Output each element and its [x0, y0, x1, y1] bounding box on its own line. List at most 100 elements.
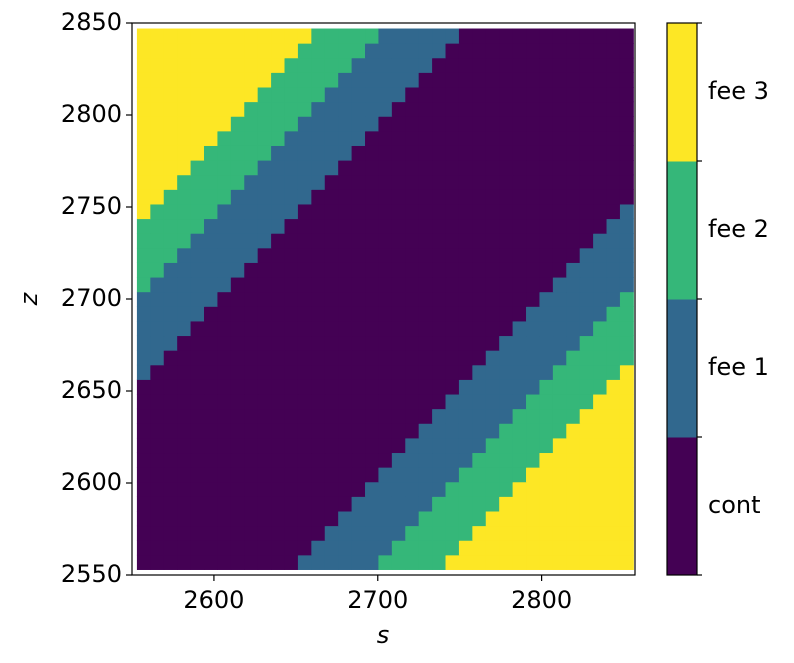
- heatmap-cell: [271, 364, 286, 380]
- heatmap-cell: [539, 130, 554, 146]
- heatmap-cell: [284, 43, 299, 59]
- heatmap-cell: [432, 540, 447, 556]
- heatmap-cell: [526, 554, 540, 570]
- heatmap-cell: [458, 145, 473, 161]
- heatmap-cell: [190, 43, 205, 59]
- heatmap-cell: [365, 335, 379, 351]
- heatmap-cell: [472, 525, 487, 541]
- heatmap-cell: [204, 160, 218, 176]
- heatmap-cell: [351, 277, 366, 293]
- heatmap-cell: [619, 423, 634, 439]
- heatmap-cell: [338, 116, 353, 132]
- heatmap-cell: [378, 394, 393, 410]
- heatmap-cell: [338, 423, 353, 439]
- heatmap-cell: [257, 43, 272, 59]
- heatmap-cell: [566, 43, 581, 59]
- heatmap-cell: [150, 437, 165, 454]
- heatmap-cell: [338, 57, 353, 73]
- heatmap-cell: [418, 306, 433, 322]
- heatmap-cell: [150, 101, 165, 117]
- heatmap-cell: [472, 277, 487, 293]
- heatmap-cell: [405, 467, 420, 483]
- heatmap-cell: [351, 189, 366, 205]
- heatmap-cell: [552, 496, 567, 512]
- heatmap-cell: [271, 218, 286, 234]
- heatmap-cell: [593, 423, 608, 439]
- heatmap-cell: [539, 291, 554, 307]
- heatmap-cell: [177, 364, 192, 380]
- heatmap-cell: [539, 320, 554, 337]
- heatmap-cell: [297, 262, 312, 278]
- colorbar-label: cont: [708, 491, 761, 519]
- heatmap-cell: [136, 145, 151, 161]
- heatmap-cell: [230, 43, 245, 59]
- heatmap-cell: [405, 277, 420, 293]
- heatmap-cell: [163, 496, 178, 512]
- heatmap-cell: [163, 554, 178, 570]
- heatmap-cell: [230, 101, 245, 117]
- heatmap-cell: [445, 335, 460, 351]
- heatmap-cell: [271, 496, 286, 512]
- heatmap-cell: [606, 335, 621, 351]
- heatmap-cell: [217, 291, 232, 307]
- heatmap-cell: [552, 335, 567, 351]
- heatmap-cell: [418, 233, 433, 249]
- heatmap-cell: [593, 233, 608, 249]
- heatmap-cell: [579, 437, 594, 454]
- heatmap-cell: [606, 218, 621, 234]
- heatmap-cell: [579, 481, 594, 497]
- heatmap-cell: [244, 437, 259, 454]
- heatmap-cell: [163, 423, 178, 439]
- heatmap-cell: [432, 43, 447, 59]
- heatmap-cell: [244, 72, 259, 88]
- heatmap-cell: [177, 540, 192, 556]
- heatmap-cell: [445, 130, 460, 146]
- heatmap-cell: [150, 394, 165, 410]
- heatmap-cell: [150, 218, 165, 234]
- heatmap-cell: [445, 174, 460, 190]
- heatmap-cell: [619, 320, 634, 337]
- heatmap-cell: [163, 218, 178, 234]
- heatmap-cell: [566, 379, 581, 395]
- heatmap-cell: [552, 203, 567, 220]
- heatmap-cell: [297, 28, 312, 44]
- heatmap-cell: [405, 350, 420, 366]
- heatmap-cell: [351, 408, 366, 424]
- heatmap-cell: [324, 72, 339, 88]
- heatmap-cell: [271, 116, 286, 132]
- heatmap-cell: [297, 481, 312, 497]
- heatmap-cell: [539, 423, 554, 439]
- heatmap-cell: [324, 160, 339, 176]
- heatmap-cell: [271, 57, 286, 73]
- heatmap-cell: [485, 203, 500, 220]
- heatmap-cell: [391, 437, 406, 454]
- heatmap-cell: [351, 72, 366, 88]
- heatmap-cell: [566, 320, 581, 337]
- heatmap-cell: [338, 218, 353, 234]
- heatmap-cell: [606, 233, 621, 249]
- heatmap-cell: [204, 203, 218, 220]
- heatmap-cell: [324, 496, 339, 512]
- heatmap-cell: [284, 130, 299, 146]
- heatmap-cell: [284, 467, 299, 483]
- heatmap-cell: [539, 510, 554, 527]
- heatmap-cell: [297, 72, 312, 88]
- heatmap-cell: [338, 335, 353, 351]
- heatmap-cell: [244, 291, 259, 307]
- heatmap-cell: [539, 437, 554, 454]
- heatmap-cell: [619, 233, 634, 249]
- heatmap-cell: [136, 481, 151, 497]
- heatmap-cell: [579, 496, 594, 512]
- heatmap-cell: [472, 306, 487, 322]
- heatmap-cell: [297, 43, 312, 59]
- heatmap-cell: [136, 72, 151, 88]
- heatmap-cell: [526, 291, 540, 307]
- heatmap-cell: [204, 28, 218, 44]
- heatmap-cell: [418, 130, 433, 146]
- heatmap-cell: [526, 437, 540, 454]
- heatmap-cell: [311, 87, 326, 103]
- heatmap-cell: [257, 335, 272, 351]
- heatmap-cell: [418, 28, 433, 44]
- heatmap-cell: [271, 379, 286, 395]
- heatmap-cell: [257, 540, 272, 556]
